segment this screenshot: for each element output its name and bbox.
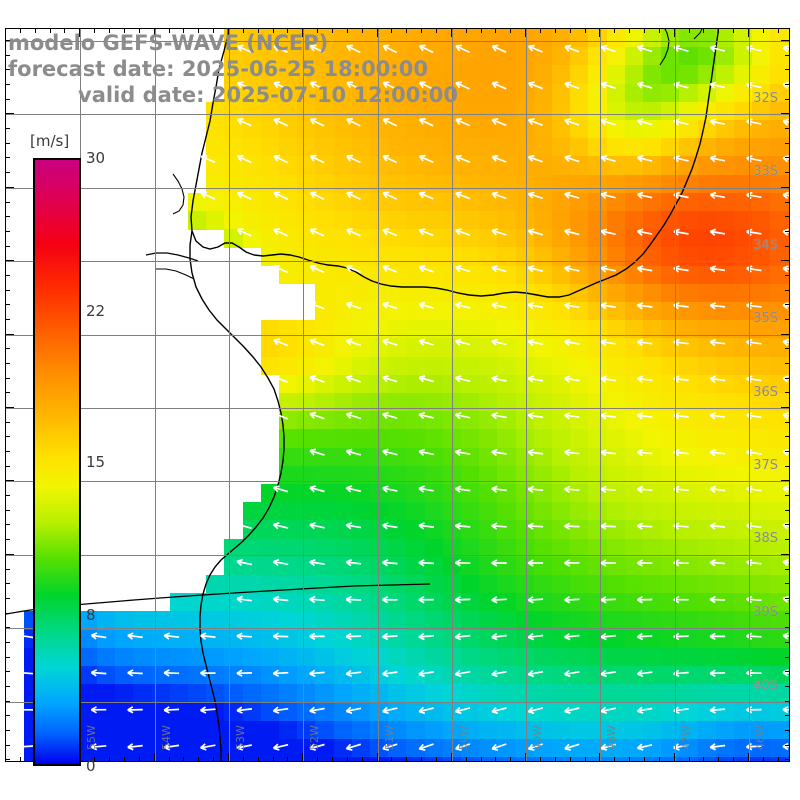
latitude-label: 36S — [753, 384, 778, 400]
colorbar — [33, 158, 81, 766]
longitude-label: 54W — [159, 725, 173, 750]
colorbar-tick-label: 22 — [86, 302, 106, 321]
latitude-label: 40S — [753, 678, 778, 694]
longitude-label: 49W — [531, 725, 545, 750]
colorbar-gradient — [33, 158, 81, 766]
latitude-label: 34S — [753, 237, 778, 253]
longitude-label: 50W — [456, 725, 470, 750]
latitude-label: 33S — [753, 164, 778, 180]
map-canvas — [6, 29, 789, 761]
colorbar-tick-label: 30 — [86, 149, 106, 167]
map-frame — [5, 28, 790, 762]
longitude-label: 55W — [85, 725, 99, 750]
latitude-label: 39S — [753, 604, 778, 620]
latitude-label: 35S — [753, 311, 778, 327]
latitude-label: 37S — [753, 458, 778, 473]
longitude-label: 52W — [308, 725, 322, 750]
colorbar-units-label: [m/s] — [30, 132, 70, 150]
latitude-label: 32S — [753, 91, 778, 106]
longitude-label: 47W — [679, 725, 693, 750]
colorbar-tick-label: 8 — [86, 606, 96, 625]
longitude-label: 53W — [233, 725, 247, 750]
longitude-label: 51W — [382, 725, 396, 750]
colorbar-tick-label: 0 — [86, 757, 96, 775]
wave-field-raster — [6, 29, 789, 761]
longitude-label: 46W — [754, 725, 767, 750]
longitude-label: 48W — [605, 725, 619, 750]
colorbar-tick-label: 15 — [86, 453, 106, 471]
latitude-label: 38S — [753, 531, 778, 547]
